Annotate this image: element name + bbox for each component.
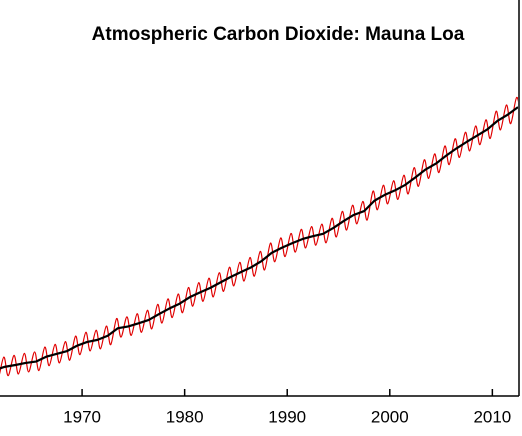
x-tick-label: 2000: [371, 407, 409, 426]
chart-title: Atmospheric Carbon Dioxide: Mauna Loa: [92, 24, 465, 45]
x-tick-label: 1990: [268, 407, 306, 426]
data-line: [0, 106, 518, 370]
data-line: [0, 96, 518, 377]
x-tick-label: 2010: [473, 407, 511, 426]
plot-area: [0, 96, 518, 377]
x-tick-label: 1980: [166, 407, 204, 426]
x-tick-label: 1970: [63, 407, 101, 426]
